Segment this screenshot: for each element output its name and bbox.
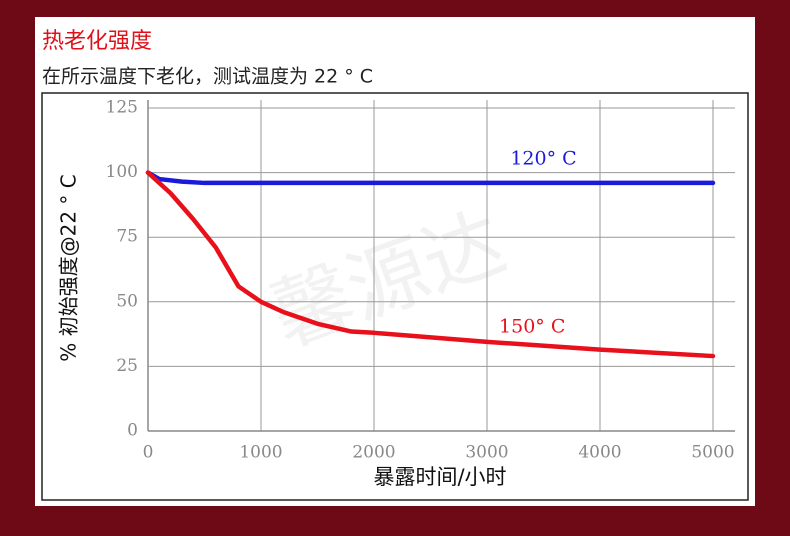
chart-title: 热老化强度 bbox=[42, 29, 152, 54]
x-tick-label: 1000 bbox=[239, 443, 282, 463]
x-axis-label: 暴露时间/小时 bbox=[373, 465, 506, 489]
y-tick-label: 25 bbox=[116, 356, 138, 376]
x-tick-label: 0 bbox=[143, 443, 154, 463]
x-tick-label: 2000 bbox=[352, 443, 395, 463]
panel bbox=[35, 17, 755, 506]
x-tick-label: 5000 bbox=[691, 443, 734, 463]
x-tick-label: 3000 bbox=[465, 443, 508, 463]
y-tick-label: 50 bbox=[116, 291, 138, 311]
series-line bbox=[145, 170, 716, 359]
y-tick-label: 100 bbox=[106, 162, 138, 182]
legend-label: 150° C bbox=[499, 316, 565, 338]
chart-subtitle: 在所示温度下老化，测试温度为 22 ° C bbox=[42, 66, 373, 88]
y-tick-label: 125 bbox=[106, 98, 138, 118]
series-line bbox=[145, 170, 716, 186]
y-tick-label: 75 bbox=[116, 227, 138, 247]
chart-frame bbox=[41, 92, 749, 501]
x-tick-label: 4000 bbox=[578, 443, 621, 463]
y-tick-label: 0 bbox=[127, 421, 138, 441]
legend-label: 120° C bbox=[510, 148, 576, 170]
y-axis-label: % 初始强度@22 ° C bbox=[57, 174, 81, 362]
